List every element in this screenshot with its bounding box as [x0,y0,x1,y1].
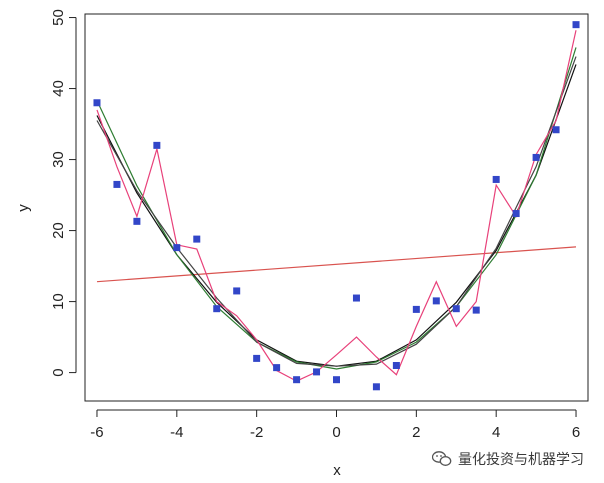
watermark: 量化投资与机器学习 [431,449,584,469]
data-point [552,126,560,134]
y-tick-label: 0 [50,368,67,376]
x-axis: -6 -4 -2 0 2 4 6 [90,409,580,441]
data-point [492,175,500,183]
data-point [532,153,540,161]
data-point [173,244,181,252]
fit-lines [96,30,577,382]
data-point [293,376,301,384]
data-point [412,305,420,313]
data-point [193,235,201,243]
wechat-bubbles-icon [431,451,452,467]
x-tick-label: -2 [250,424,263,441]
watermark-text: 量化投资与机器学习 [458,452,584,468]
data-point [213,305,221,313]
data-point [313,368,321,376]
series-line-2 [96,64,577,367]
data-point [253,354,261,362]
data-point [333,376,340,384]
y-tick-label: 30 [50,151,67,168]
data-point [93,99,101,107]
y-axis: 0 10 20 30 40 50 [50,9,77,377]
data-point [133,217,141,225]
y-tick-label: 20 [50,222,67,239]
data-point [432,297,440,305]
series-line-3 [96,47,577,370]
data-points [93,21,580,391]
plot-frame [84,13,589,402]
y-tick-label: 40 [50,80,67,97]
x-tick-label: 6 [572,424,580,441]
data-point [452,305,460,313]
y-tick-label: 10 [50,293,67,310]
x-tick-label: 4 [492,424,500,441]
x-tick-label: -4 [170,424,183,441]
y-axis-label: y [15,204,32,212]
data-point [273,364,281,372]
data-point [113,180,121,188]
x-tick-label: 2 [412,424,420,441]
data-point [233,287,241,295]
x-tick-label: -6 [90,424,103,441]
series-line-4 [96,56,577,367]
data-point [352,294,360,302]
y-tick-label: 50 [50,9,67,26]
data-point [512,210,520,218]
data-point [572,21,580,29]
series-line-5 [96,30,577,382]
data-point [472,306,480,314]
x-axis-label: x [333,462,341,479]
data-point [392,361,400,369]
series-line-1 [96,246,577,283]
x-tick-label: 0 [332,424,340,441]
data-point [372,383,380,391]
data-point [153,141,161,149]
